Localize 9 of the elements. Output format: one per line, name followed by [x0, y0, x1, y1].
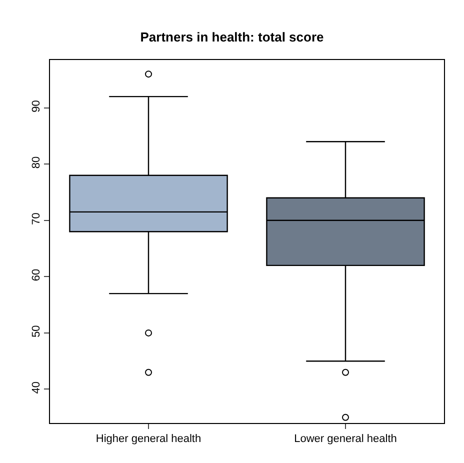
chart-title: Partners in health: total score — [140, 30, 324, 45]
x-tick-label: Lower general health — [294, 433, 397, 446]
y-tick-label: 70 — [30, 212, 43, 225]
y-tick-label: 60 — [30, 268, 43, 282]
y-tick-label: 90 — [30, 100, 43, 112]
y-tick-label: 80 — [30, 156, 43, 169]
y-tick-label: 50 — [30, 325, 43, 338]
y-tick-label: 40 — [30, 381, 43, 394]
x-tick-label: Higher general health — [96, 433, 202, 446]
